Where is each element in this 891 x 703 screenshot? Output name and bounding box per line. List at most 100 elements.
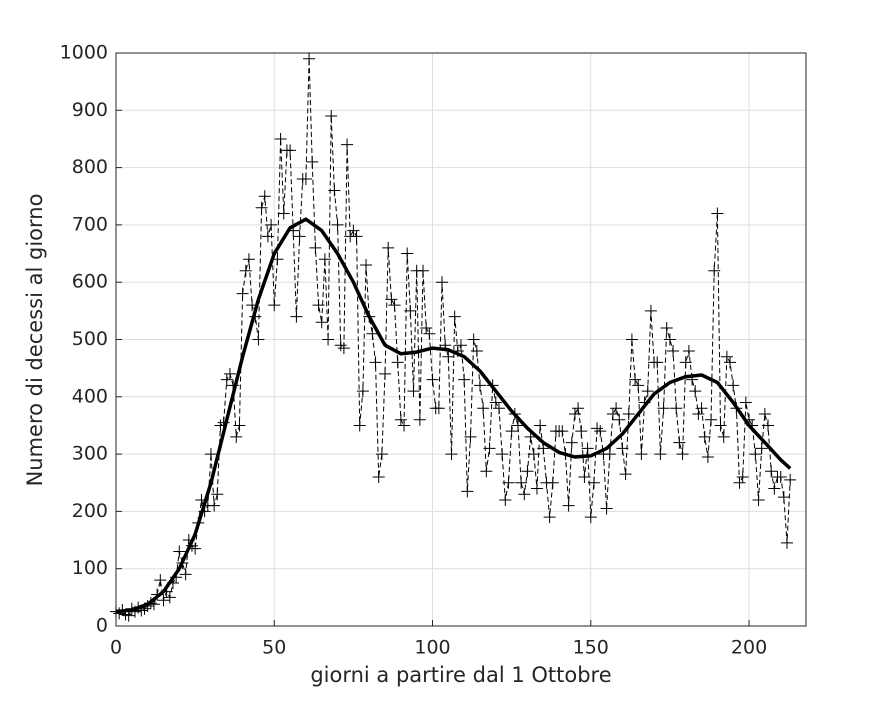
marker [511,419,524,432]
marker [651,356,664,369]
y-tick-label: 600 [72,271,108,293]
marker [293,230,306,243]
x-axis-label: giorni a partire dal 1 Ottobre [310,663,611,687]
marker [480,465,493,478]
marker [255,201,268,214]
marker [306,155,319,168]
marker [543,511,556,524]
marker [204,448,217,461]
marker [565,436,578,449]
marker [727,379,740,392]
marker [179,568,192,581]
marker [189,542,202,555]
marker [290,310,303,323]
marker [762,419,775,432]
marker [584,511,597,524]
y-tick-label: 300 [72,443,108,465]
marker [632,379,645,392]
marker [527,448,540,461]
marker [391,356,404,369]
marker [407,385,420,398]
data-line [115,58,791,617]
y-tick-label: 500 [72,328,108,350]
marker [315,316,328,329]
marker [733,476,746,489]
marker [322,333,335,346]
marker [413,413,426,426]
marker [546,476,559,489]
marker [720,350,733,363]
marker [587,476,600,489]
marker [505,425,518,438]
marker [654,448,667,461]
marker [223,367,236,380]
marker [777,491,790,504]
marker [765,465,778,478]
marker [173,545,186,558]
marker [277,207,290,220]
y-tick-label: 1000 [60,42,108,64]
marker [616,442,629,455]
marker [625,333,638,346]
marker [404,304,417,317]
marker [372,471,385,484]
y-tick-label: 800 [72,156,108,178]
marker [635,448,648,461]
marker [562,499,575,512]
marker [752,493,765,506]
marker [591,422,604,435]
marker [252,333,265,346]
x-tick-label: 150 [573,637,609,659]
marker [233,419,246,432]
marker [265,218,278,231]
marker [331,218,344,231]
marker [701,450,714,463]
y-axis-label: Numero di decessi al giorno [23,194,47,487]
marker [600,502,613,515]
marker [670,402,683,415]
marker [436,276,449,289]
marker [211,488,224,501]
marker [239,264,252,277]
marker [534,419,547,432]
marker [679,356,692,369]
marker [660,322,673,335]
marker [768,482,781,495]
marker [711,207,724,220]
marker [568,407,581,420]
marker [242,253,255,266]
marker [268,299,281,312]
marker [530,482,543,495]
marker [328,184,341,197]
x-tick-label: 0 [110,637,122,659]
marker [220,373,233,386]
marker [695,402,708,415]
marker [341,138,354,151]
marker [610,402,623,415]
marker [575,425,588,438]
marker [739,396,752,409]
marker [388,299,401,312]
marker [749,448,762,461]
marker [629,373,642,386]
marker [556,425,569,438]
marker [619,468,632,481]
marker [420,322,433,335]
marker [157,594,170,607]
marker [274,132,287,145]
marker [606,407,619,420]
marker [673,436,686,449]
marker [492,402,505,415]
marker [366,327,379,340]
y-tick-label: 0 [96,615,108,637]
marker [676,448,689,461]
plot-frame [115,52,807,627]
marker [663,333,676,346]
marker [473,379,486,392]
y-tick-label: 100 [72,557,108,579]
marker [455,339,467,352]
marker [689,385,702,398]
marker [755,442,768,455]
marker [692,407,705,420]
